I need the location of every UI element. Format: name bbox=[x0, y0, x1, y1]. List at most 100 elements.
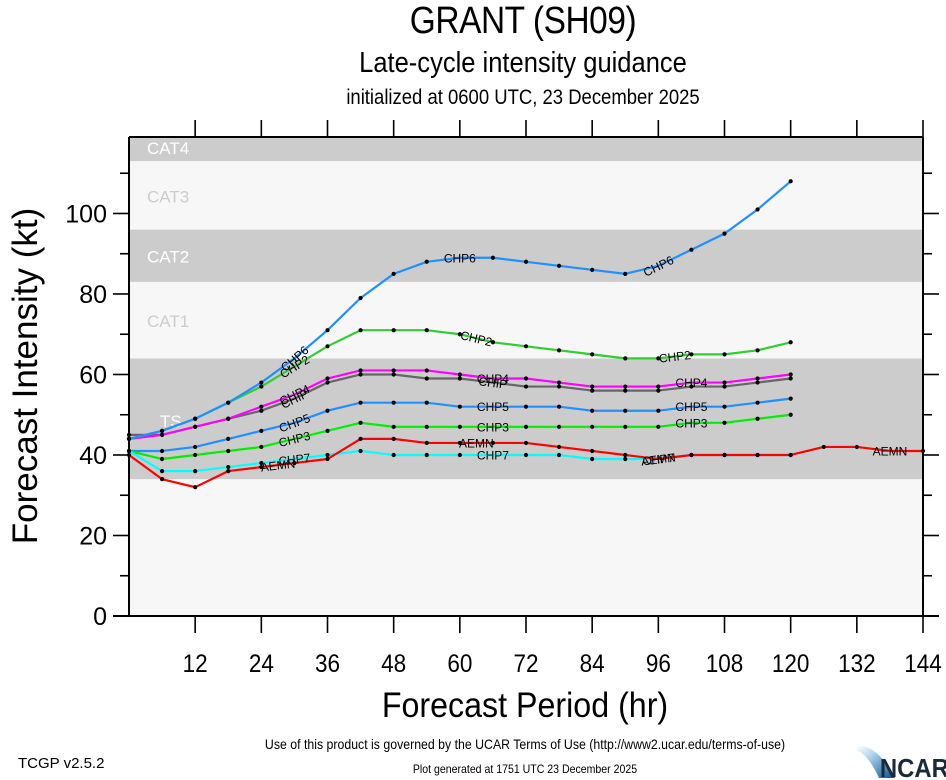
x-tick-label: 60 bbox=[447, 650, 472, 678]
data-point-aemn bbox=[523, 440, 529, 446]
data-point-chp6 bbox=[788, 179, 793, 184]
data-point-aemn bbox=[788, 452, 793, 458]
data-point-aemn bbox=[590, 448, 595, 454]
data-point-chp3 bbox=[590, 424, 595, 429]
data-point-chp5 bbox=[159, 448, 165, 454]
data-point-chp6 bbox=[325, 328, 330, 333]
data-point-chp2 bbox=[722, 352, 727, 357]
series-label-chp4: CHP4 bbox=[477, 372, 509, 386]
data-point-chp5 bbox=[656, 408, 661, 413]
data-point-chp2 bbox=[656, 356, 661, 361]
series-label-chp7: CHP7 bbox=[278, 451, 312, 469]
chart-title: GRANT (SH09) bbox=[409, 0, 637, 42]
ncar-logo: NCAR bbox=[857, 745, 946, 780]
data-point-chp7 bbox=[159, 468, 165, 474]
data-point-chp6 bbox=[226, 400, 231, 405]
band-label-cat1: CAT1 bbox=[147, 312, 189, 331]
data-point-chp3 bbox=[226, 448, 231, 454]
data-point-chp6 bbox=[755, 207, 760, 212]
data-point-chp5 bbox=[358, 400, 363, 405]
data-point-aemn bbox=[556, 444, 562, 450]
data-point-aemn bbox=[193, 485, 198, 490]
data-point-chp4 bbox=[391, 368, 396, 373]
data-point-chp7 bbox=[391, 452, 396, 458]
x-tick-label: 12 bbox=[183, 650, 208, 678]
data-point-chp7 bbox=[457, 452, 462, 458]
data-point-chip bbox=[623, 388, 628, 393]
data-point-chp5 bbox=[722, 404, 727, 409]
y-tick-label: 20 bbox=[79, 522, 107, 550]
data-point-chp3 bbox=[193, 452, 198, 458]
data-point-aemn bbox=[854, 444, 859, 450]
data-point-chp3 bbox=[722, 420, 727, 425]
x-tick-label: 108 bbox=[706, 650, 744, 678]
data-point-chp5 bbox=[755, 400, 760, 405]
data-point-chp2 bbox=[755, 348, 760, 353]
data-point-chp6 bbox=[689, 247, 694, 252]
data-point-chp2 bbox=[590, 352, 595, 357]
data-point-chp4 bbox=[424, 368, 429, 373]
data-point-chip bbox=[424, 376, 429, 381]
data-point-chp2 bbox=[424, 328, 429, 333]
data-point-chp3 bbox=[457, 424, 462, 429]
x-tick-label: 120 bbox=[772, 650, 810, 678]
data-point-chip bbox=[391, 372, 396, 377]
x-axis-label: Forecast Period (hr) bbox=[381, 686, 669, 725]
x-axis-ticks: 12 24 36 48 60 72 84 96 108 120 132 144 bbox=[183, 120, 942, 678]
data-point-aemn bbox=[755, 452, 760, 458]
data-point-chp4 bbox=[623, 384, 628, 389]
data-point-chp6 bbox=[259, 380, 264, 385]
ncar-logo-text: NCAR bbox=[880, 754, 946, 780]
data-point-chp3 bbox=[325, 428, 330, 433]
data-point-chp6 bbox=[424, 259, 429, 264]
data-point-chp6 bbox=[159, 428, 165, 433]
data-point-chp6 bbox=[590, 267, 595, 272]
terms-of-use-text: Use of this product is governed by the U… bbox=[264, 736, 786, 752]
series-label-chp6: CHP6 bbox=[444, 251, 476, 265]
data-point-chip bbox=[590, 388, 595, 393]
series-label-chp5: CHP5 bbox=[477, 400, 509, 414]
data-point-chp5 bbox=[556, 404, 562, 409]
data-point-chp5 bbox=[391, 400, 396, 405]
series-label-chp3: CHP3 bbox=[675, 416, 707, 430]
data-point-chp7 bbox=[358, 448, 363, 454]
data-point-chp6 bbox=[490, 255, 496, 260]
data-point-chp4 bbox=[457, 372, 462, 377]
data-point-chp5 bbox=[590, 408, 595, 413]
data-point-chp4 bbox=[656, 384, 661, 389]
data-point-chp7 bbox=[623, 456, 628, 462]
data-point-chp4 bbox=[788, 372, 793, 377]
data-point-aemn bbox=[490, 440, 496, 446]
data-point-chp2 bbox=[556, 348, 562, 353]
series-label-chp5: CHP5 bbox=[675, 400, 707, 414]
data-point-chp2 bbox=[358, 328, 363, 333]
data-point-chp7 bbox=[590, 456, 595, 462]
x-tick-label: 72 bbox=[513, 650, 538, 678]
series-label-chp7: CHP7 bbox=[477, 448, 509, 462]
series-line-chp6 bbox=[128, 180, 792, 440]
data-point-chip bbox=[788, 376, 793, 381]
data-point-aemn bbox=[358, 436, 363, 441]
series-label-chp7: CHP7 bbox=[642, 451, 676, 469]
data-point-chp6 bbox=[193, 416, 198, 421]
data-point-chp3 bbox=[159, 456, 165, 462]
data-point-chp6 bbox=[556, 263, 562, 268]
band-below-ts bbox=[129, 479, 923, 616]
data-point-chp7 bbox=[226, 464, 231, 470]
band-label-cat2: CAT2 bbox=[147, 248, 189, 267]
data-point-chp6 bbox=[623, 271, 628, 276]
data-point-chip bbox=[656, 388, 661, 393]
data-point-chp7 bbox=[193, 468, 198, 474]
data-point-chp6 bbox=[722, 231, 727, 236]
band-label-cat3: CAT3 bbox=[147, 187, 189, 206]
data-point-chip bbox=[358, 372, 363, 377]
data-point-chp3 bbox=[623, 424, 628, 429]
data-point-aemn bbox=[259, 464, 264, 470]
data-point-aemn bbox=[623, 452, 628, 458]
data-point-chp6 bbox=[358, 295, 363, 301]
series-label-aemn: AEMN bbox=[260, 457, 296, 475]
data-point-chp6 bbox=[391, 271, 396, 276]
data-point-chp2 bbox=[623, 356, 628, 361]
data-point-chip bbox=[556, 384, 562, 389]
